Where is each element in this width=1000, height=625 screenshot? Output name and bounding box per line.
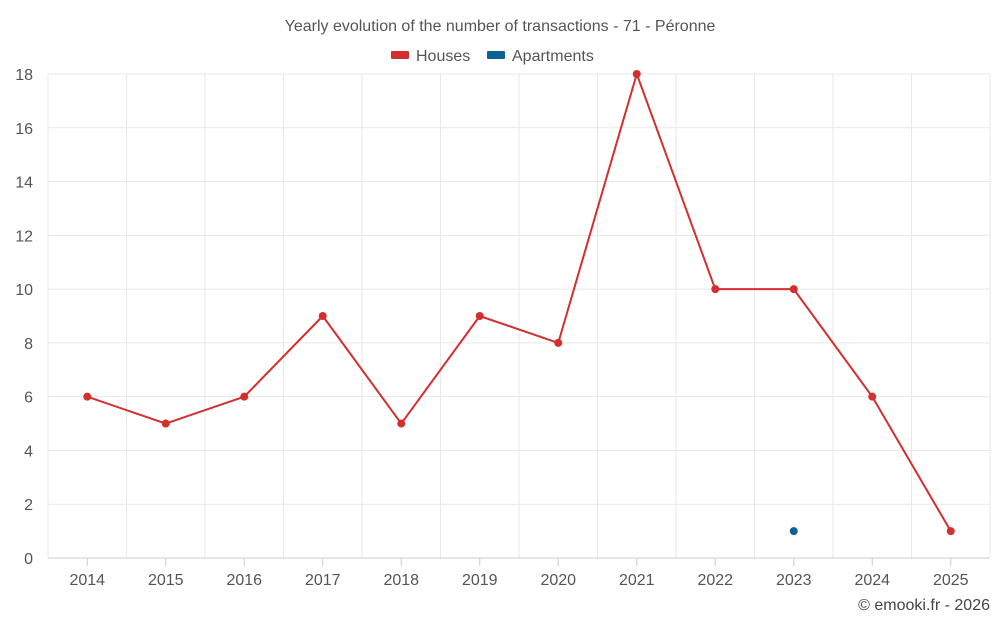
chart-title: Yearly evolution of the number of transa…: [285, 18, 716, 35]
x-tick-label: 2017: [305, 572, 341, 589]
data-point-houses-2014[interactable]: [83, 392, 92, 401]
legend-label-houses: Houses: [416, 48, 470, 65]
legend: Houses Apartments: [391, 48, 594, 65]
data-point-apartments-2023[interactable]: [789, 527, 798, 536]
legend-item-apartments[interactable]: Apartments: [487, 48, 594, 65]
data-point-houses-2023[interactable]: [789, 285, 798, 294]
legend-item-houses[interactable]: Houses: [391, 48, 470, 65]
x-tick-label: 2018: [383, 572, 419, 589]
y-tick-label: 4: [24, 443, 33, 460]
y-tick-label: 18: [15, 67, 33, 84]
x-tick-label: 2021: [619, 572, 655, 589]
y-tick-label: 2: [24, 497, 33, 514]
credit-text: © emooki.fr - 2026: [858, 597, 990, 614]
x-tick-label: 2024: [854, 572, 890, 589]
axes: [48, 557, 990, 566]
y-tick-label: 6: [24, 390, 33, 407]
x-tick-label: 2020: [540, 572, 576, 589]
data-point-houses-2019[interactable]: [475, 312, 484, 320]
x-tick-label: 2025: [933, 572, 969, 589]
y-tick-label: 8: [24, 336, 33, 353]
y-tick-label: 12: [15, 228, 33, 245]
series-line-houses: [86, 73, 952, 532]
x-tick-label: 2015: [148, 572, 184, 589]
legend-swatch-apartments: [487, 51, 505, 59]
data-point-houses-2020[interactable]: [554, 338, 563, 347]
x-tick-label: 2022: [697, 572, 733, 589]
x-axis-ticks: 2014 2015 2016 2017 2018 2019 2020 2021 2022 2023…: [69, 572, 968, 589]
y-tick-label: 0: [24, 551, 33, 568]
y-tick-label: 14: [15, 175, 33, 192]
data-point-houses-2024[interactable]: [868, 392, 877, 401]
data-point-houses-2015[interactable]: [161, 419, 170, 428]
x-tick-label: 2016: [226, 572, 262, 589]
data-point-houses-2022[interactable]: [711, 285, 720, 294]
series: [83, 70, 955, 536]
legend-label-apartments: Apartments: [512, 48, 594, 65]
data-point-houses-2017[interactable]: [318, 312, 327, 320]
legend-swatch-houses: [391, 51, 409, 59]
data-point-houses-2021[interactable]: [632, 70, 641, 78]
x-tick-label: 2014: [69, 572, 105, 589]
x-tick-label: 2019: [462, 572, 498, 589]
y-tick-label: 10: [15, 282, 33, 299]
y-axis-ticks: 0 2 4 6 8 10 12 14 16 18: [15, 67, 33, 568]
data-point-houses-2025[interactable]: [946, 527, 955, 536]
x-tick-label: 2023: [776, 572, 812, 589]
data-point-houses-2016[interactable]: [240, 392, 249, 401]
grid: [47, 73, 991, 558]
data-point-houses-2018[interactable]: [397, 419, 406, 428]
y-tick-label: 16: [15, 121, 33, 138]
